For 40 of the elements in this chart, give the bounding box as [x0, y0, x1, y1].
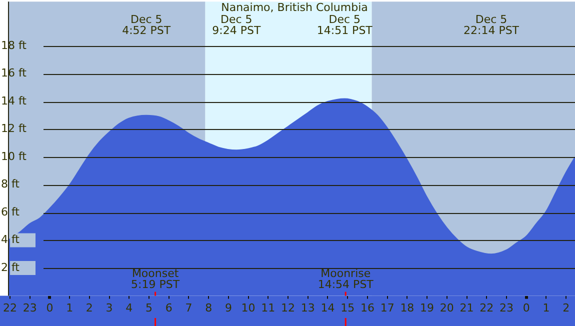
- x-tick-label: 7: [185, 301, 192, 314]
- x-tick-label: 4: [126, 301, 133, 314]
- x-tick-label: 13: [300, 301, 315, 314]
- ref-line-label: Moonrise 14:54 PST: [318, 267, 374, 292]
- x-tick-label: 9: [224, 301, 232, 314]
- x-tick-label: 11: [261, 301, 276, 314]
- x-tick-label: 10: [241, 301, 256, 314]
- ref-line-label: Moonset 5:19 PST: [131, 267, 180, 292]
- annotation: Dec 5 14:51 PST: [316, 12, 373, 37]
- x-tick-label: 1: [66, 301, 74, 314]
- x-tick-label: 1: [542, 301, 550, 314]
- x-tick-label: 14: [320, 301, 335, 314]
- x-tick-label: 15: [340, 301, 355, 314]
- x-tick-label: 8: [205, 301, 212, 314]
- y-tick-label: 2 ft: [1, 260, 20, 274]
- annotation: Dec 5 9:24 PST: [212, 12, 261, 37]
- x-tick-label: 16: [360, 301, 374, 314]
- x-tick-label: 2: [562, 301, 570, 314]
- x-tick-label: 23: [499, 301, 514, 314]
- y-tick-label: 4 ft: [1, 233, 20, 246]
- x-tick-label: 0: [522, 301, 530, 314]
- x-tick-label: 19: [420, 301, 434, 314]
- x-tick-label: 17: [380, 301, 394, 314]
- y-tick-label: 6 ft: [1, 205, 20, 218]
- annotation: Dec 5 22:14 PST: [463, 12, 520, 37]
- x-tick-label: 22: [480, 301, 494, 314]
- x-tick-label: 23: [22, 301, 37, 314]
- y-tick-label: 8 ft: [1, 178, 20, 191]
- x-tick-label: 22: [3, 301, 17, 314]
- x-tick-label: 5: [146, 301, 153, 314]
- x-tick-label: 21: [460, 301, 474, 314]
- chart-title: Nanaimo, British Columbia: [221, 0, 368, 14]
- x-tick-label: 3: [106, 301, 113, 314]
- x-tick-label: 2: [86, 301, 93, 314]
- x-tick-label: 12: [281, 301, 296, 314]
- x-tick-label: 18: [400, 301, 414, 314]
- x-tick-label: 0: [46, 301, 54, 314]
- annotation: Dec 5 4:52 PST: [122, 12, 171, 37]
- x-tick-label: 6: [165, 301, 172, 314]
- x-tick-label: 20: [440, 301, 454, 314]
